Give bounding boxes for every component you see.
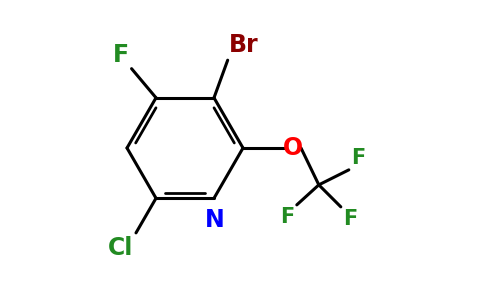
Text: F: F: [351, 148, 365, 168]
Text: N: N: [205, 208, 225, 232]
Text: O: O: [283, 136, 303, 160]
Text: F: F: [112, 43, 129, 67]
Text: Br: Br: [228, 33, 258, 57]
Text: F: F: [281, 207, 295, 227]
Text: Cl: Cl: [107, 236, 133, 260]
Text: F: F: [343, 209, 357, 229]
